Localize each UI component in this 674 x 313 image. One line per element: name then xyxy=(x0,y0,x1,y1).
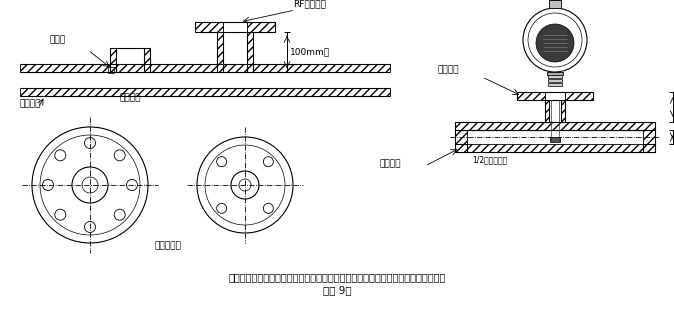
Circle shape xyxy=(536,24,574,62)
Bar xyxy=(144,48,150,72)
Bar xyxy=(110,48,116,72)
Bar xyxy=(549,0,561,8)
Bar xyxy=(643,130,655,152)
Bar xyxy=(223,22,247,32)
Text: 管道中心线: 管道中心线 xyxy=(154,241,181,250)
Bar xyxy=(455,122,655,130)
Bar xyxy=(548,75,562,78)
Bar xyxy=(455,130,467,152)
Bar xyxy=(108,67,114,73)
Bar xyxy=(550,137,560,142)
Bar xyxy=(247,32,253,72)
Bar xyxy=(545,100,549,122)
Bar xyxy=(548,83,562,86)
Bar xyxy=(217,32,223,72)
Text: 焊接短管: 焊接短管 xyxy=(120,93,142,102)
Text: RF配套法兰: RF配套法兰 xyxy=(293,0,326,8)
Bar xyxy=(20,64,390,72)
Text: 工艺管道: 工艺管道 xyxy=(20,99,42,108)
Bar xyxy=(545,92,565,100)
Bar xyxy=(547,72,563,75)
Text: 焊接点: 焊接点 xyxy=(50,35,66,44)
Text: 100mm高: 100mm高 xyxy=(290,48,330,57)
Bar xyxy=(517,92,545,100)
Bar xyxy=(548,79,562,82)
Text: （图 9）: （图 9） xyxy=(323,285,351,295)
Bar xyxy=(565,92,593,100)
Bar xyxy=(561,100,565,122)
Text: 插入式流量计短管制作、安装示意图，根据流量计算采用不同的法兰及短管公称直径: 插入式流量计短管制作、安装示意图，根据流量计算采用不同的法兰及短管公称直径 xyxy=(228,272,446,282)
Bar xyxy=(195,22,223,32)
Text: 管道外壁: 管道外壁 xyxy=(380,159,402,168)
Bar xyxy=(20,88,390,96)
Text: 配套短管: 配套短管 xyxy=(437,65,458,74)
Bar xyxy=(455,144,655,152)
Bar xyxy=(247,22,275,32)
Text: 1/2勘量管外径: 1/2勘量管外径 xyxy=(472,155,508,164)
